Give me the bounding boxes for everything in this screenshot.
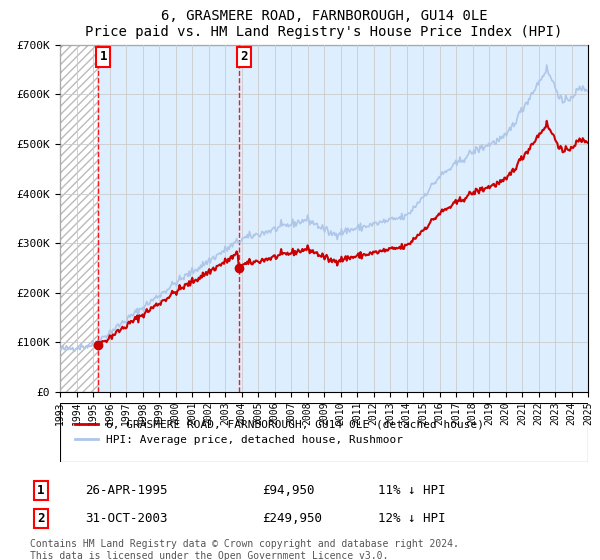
Bar bbox=[60, 45, 98, 392]
Text: £249,950: £249,950 bbox=[262, 512, 322, 525]
Text: 26-APR-1995: 26-APR-1995 bbox=[85, 484, 168, 497]
Text: 2: 2 bbox=[240, 50, 247, 63]
Text: Contains HM Land Registry data © Crown copyright and database right 2024.
This d: Contains HM Land Registry data © Crown c… bbox=[30, 539, 459, 560]
Legend: 6, GRASMERE ROAD, FARNBOROUGH, GU14 0LE (detached house), HPI: Average price, de: 6, GRASMERE ROAD, FARNBOROUGH, GU14 0LE … bbox=[71, 416, 489, 450]
Text: 1: 1 bbox=[100, 50, 107, 63]
Text: 12% ↓ HPI: 12% ↓ HPI bbox=[378, 512, 445, 525]
Bar bbox=[60, 45, 98, 392]
Text: 11% ↓ HPI: 11% ↓ HPI bbox=[378, 484, 445, 497]
Text: 2: 2 bbox=[37, 512, 45, 525]
Text: 31-OCT-2003: 31-OCT-2003 bbox=[85, 512, 168, 525]
Text: 1: 1 bbox=[37, 484, 45, 497]
Text: £94,950: £94,950 bbox=[262, 484, 314, 497]
Title: 6, GRASMERE ROAD, FARNBOROUGH, GU14 0LE
Price paid vs. HM Land Registry's House : 6, GRASMERE ROAD, FARNBOROUGH, GU14 0LE … bbox=[85, 10, 563, 39]
